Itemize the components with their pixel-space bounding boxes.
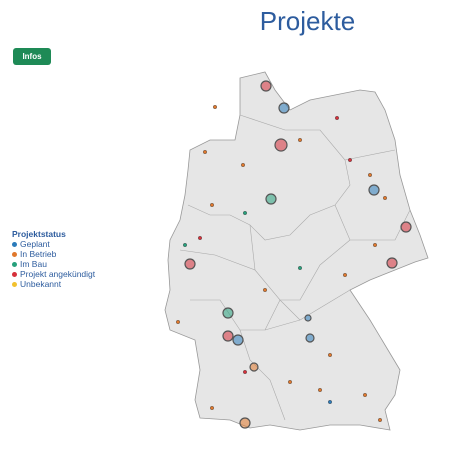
legend-item: Unbekannt	[12, 279, 95, 289]
marker	[287, 379, 293, 385]
legend-label: Unbekannt	[20, 279, 62, 289]
marker	[382, 195, 388, 201]
marker	[209, 202, 215, 208]
legend-title: Projektstatus	[12, 229, 66, 239]
marker	[317, 387, 323, 393]
marker	[297, 265, 303, 271]
marker	[222, 307, 234, 319]
legend-label: Projekt angekündigt	[20, 269, 96, 279]
marker	[386, 257, 398, 269]
info-button[interactable]: Infos	[13, 48, 51, 65]
marker	[262, 287, 268, 293]
legend-item: In Betrieb	[12, 249, 95, 259]
marker	[304, 314, 312, 322]
legend-item: Projekt angekündigt	[12, 269, 95, 279]
legend-dot	[12, 242, 17, 247]
marker	[232, 334, 244, 346]
legend-item: Im Bau	[12, 259, 95, 269]
marker	[239, 417, 251, 429]
marker	[202, 149, 208, 155]
marker	[278, 102, 290, 114]
marker	[175, 319, 181, 325]
legend-label: In Betrieb	[20, 249, 57, 259]
legend-dot	[12, 282, 17, 287]
marker	[274, 138, 288, 152]
marker	[362, 392, 368, 398]
legend-dot	[12, 272, 17, 277]
marker	[260, 80, 272, 92]
marker	[400, 221, 412, 233]
page-title: Projekte	[259, 6, 356, 36]
legend-item: Geplant	[12, 239, 95, 249]
legend-label: Geplant	[20, 239, 50, 249]
marker	[327, 352, 333, 358]
legend-dot	[12, 252, 17, 257]
marker	[347, 157, 353, 163]
marker	[377, 417, 383, 423]
marker	[297, 137, 303, 143]
marker	[367, 172, 373, 178]
marker	[368, 184, 380, 196]
marker	[242, 369, 248, 375]
marker	[209, 405, 215, 411]
marker	[212, 104, 218, 110]
legend-dot	[12, 262, 17, 267]
marker	[242, 210, 248, 216]
state-borders	[179, 114, 411, 421]
project-markers	[175, 80, 412, 429]
legend-label: Im Bau	[20, 259, 47, 269]
legend: Projektstatus Geplant In Betrieb Im Bau Pro…	[12, 229, 95, 289]
marker	[197, 235, 203, 241]
marker	[240, 162, 246, 168]
country-outline	[164, 71, 429, 431]
marker	[342, 272, 348, 278]
marker	[372, 242, 378, 248]
marker	[182, 242, 188, 248]
marker	[249, 362, 259, 372]
marker	[327, 399, 333, 405]
marker	[334, 115, 340, 121]
marker	[184, 258, 196, 270]
marker	[222, 330, 234, 342]
marker	[305, 333, 315, 343]
marker	[265, 193, 277, 205]
